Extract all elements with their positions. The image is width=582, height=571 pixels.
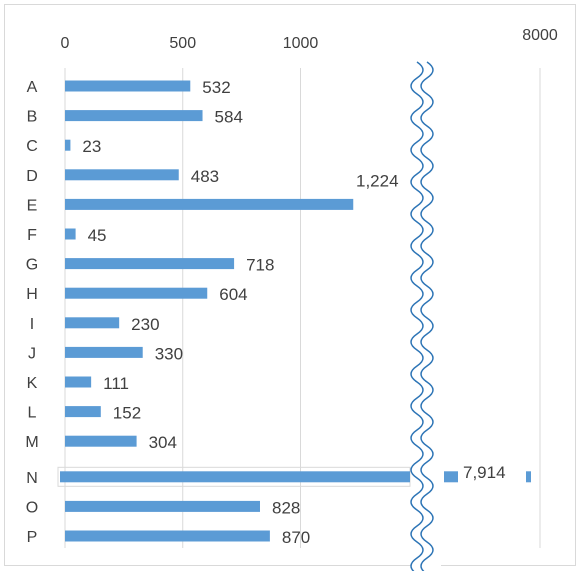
bar (65, 435, 137, 447)
axis-break-wave-left (410, 61, 424, 571)
x-tick-label: 0 (61, 35, 70, 52)
data-label: 152 (113, 404, 141, 423)
bar (65, 346, 143, 358)
axis-break-wave-right (420, 61, 434, 571)
category-label: N (26, 470, 38, 487)
data-label: 45 (88, 226, 107, 245)
category-label: C (26, 138, 38, 155)
x-tick-label: 500 (169, 35, 196, 52)
axis-break-gap (411, 60, 441, 566)
bar (65, 287, 208, 299)
category-label: I (30, 316, 34, 333)
x-tick-label: 1000 (283, 35, 319, 52)
data-label: 1,224 (356, 171, 399, 190)
data-label: 604 (219, 285, 247, 304)
bar (65, 198, 354, 210)
category-label: E (27, 197, 38, 214)
data-label: 483 (191, 167, 219, 186)
bar (65, 228, 76, 240)
data-label: 230 (131, 315, 159, 334)
category-label: O (26, 499, 38, 516)
bar (60, 471, 410, 483)
bar (526, 471, 531, 483)
bar (65, 169, 179, 181)
bar (65, 406, 101, 418)
bar (65, 317, 120, 329)
data-label: 584 (215, 108, 243, 127)
data-label: 532 (202, 78, 230, 97)
data-label: 870 (282, 528, 310, 547)
bar (444, 471, 458, 483)
category-label: M (25, 434, 38, 451)
data-label: 23 (82, 137, 101, 156)
bar (65, 500, 260, 512)
bar (65, 80, 191, 92)
category-label: A (27, 79, 38, 96)
data-label: 828 (272, 498, 300, 517)
bar (65, 139, 71, 151)
category-label: B (27, 109, 38, 126)
data-label: 718 (246, 256, 274, 275)
category-label: L (28, 405, 37, 422)
data-label: 330 (155, 344, 183, 363)
category-label: J (28, 345, 36, 362)
category-label: G (26, 257, 38, 274)
bar (65, 376, 92, 388)
category-label: K (27, 375, 38, 392)
x-tick-label: 8000 (522, 27, 558, 44)
data-label: 304 (149, 433, 177, 452)
bar (65, 530, 270, 542)
category-label: H (26, 286, 38, 303)
data-label: 111 (103, 374, 129, 393)
category-label: P (27, 529, 38, 546)
category-label: F (27, 227, 37, 244)
data-label: 7,914 (463, 463, 506, 482)
category-label: D (26, 168, 38, 185)
bar (65, 258, 235, 270)
bar (65, 110, 203, 122)
